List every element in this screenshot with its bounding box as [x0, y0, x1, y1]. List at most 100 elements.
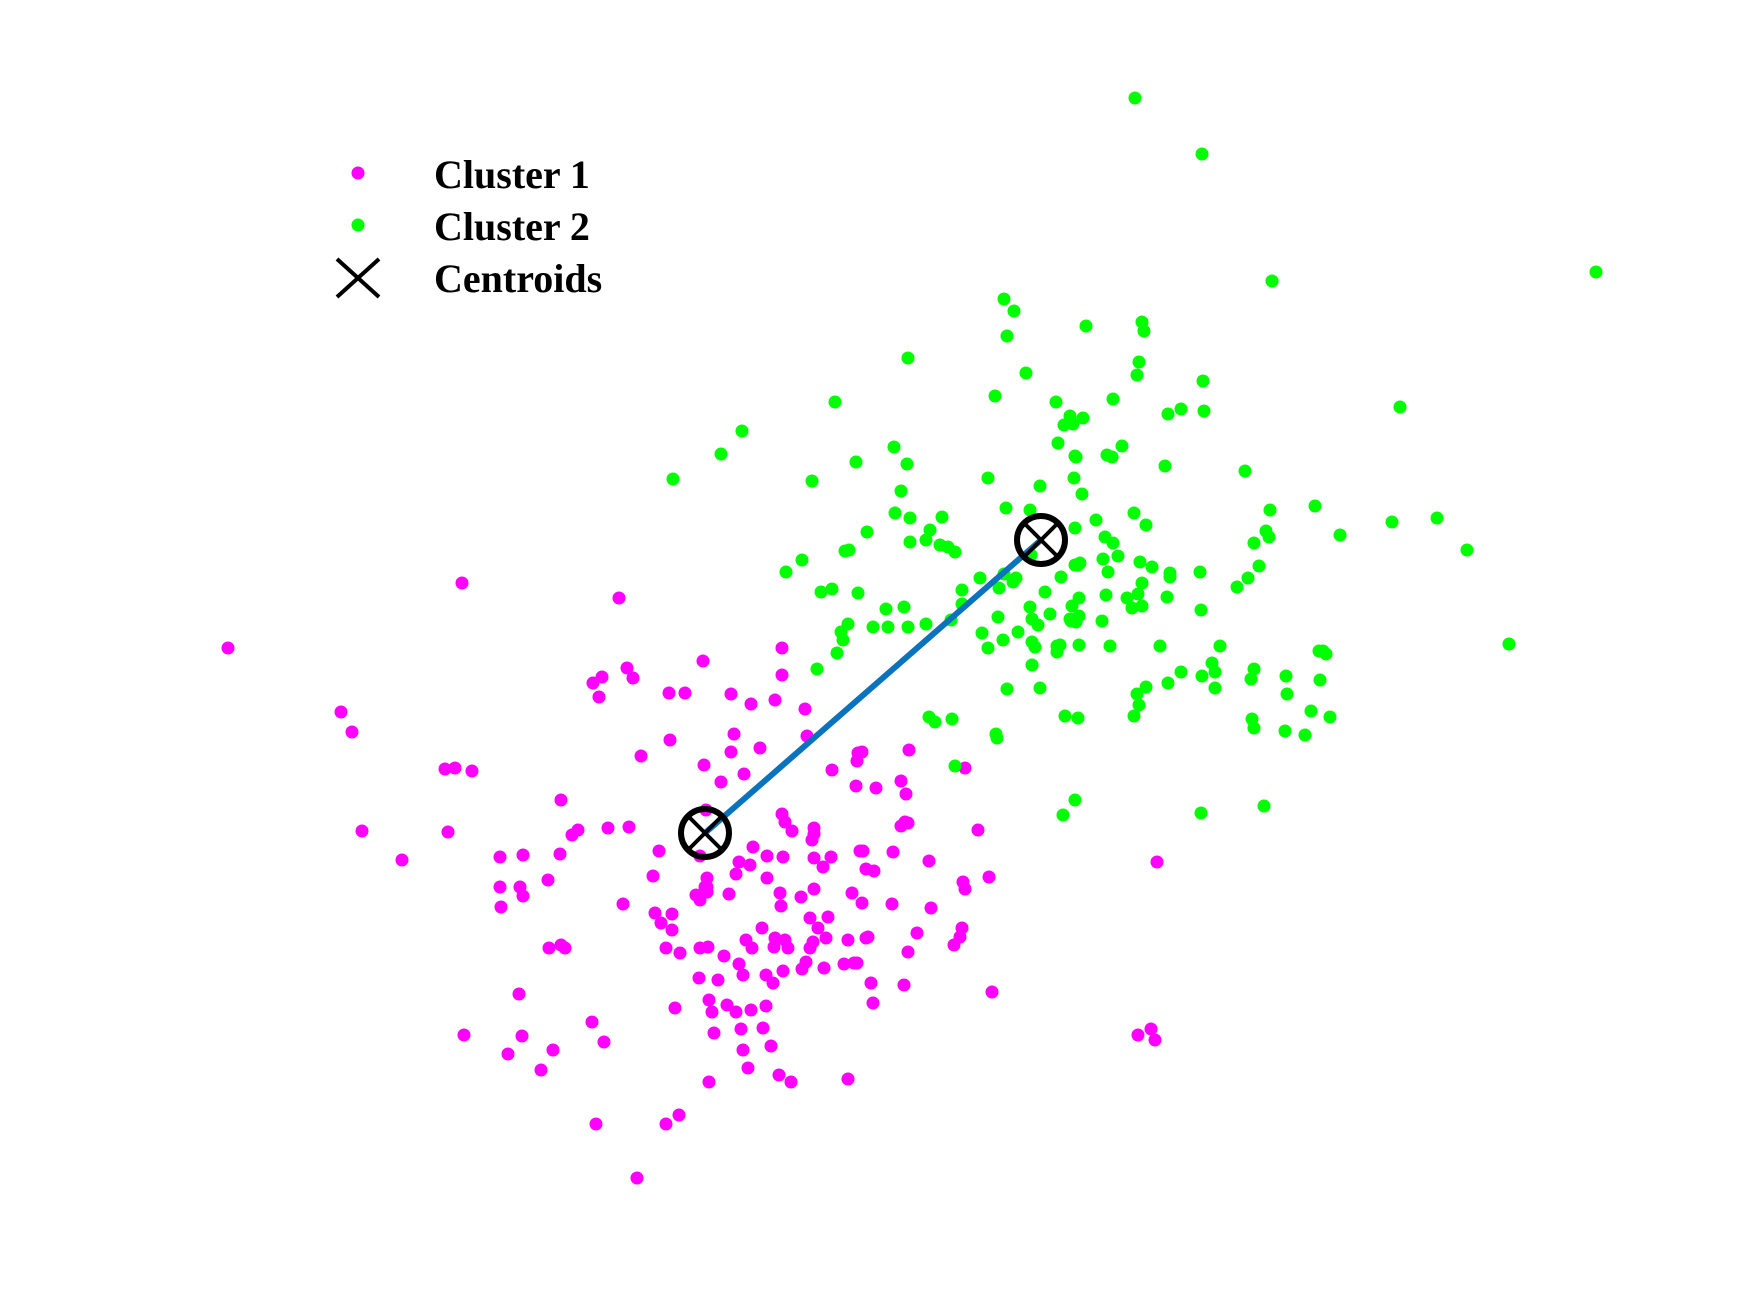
cluster-2-point — [1095, 614, 1109, 628]
cluster-1-point — [821, 910, 835, 924]
cluster-1-point — [622, 820, 636, 834]
cluster-1-point — [727, 727, 741, 741]
cluster-1-point — [612, 591, 626, 605]
cluster-1-point — [542, 941, 556, 955]
cluster-2-point — [1174, 402, 1188, 416]
cluster-2-point — [1278, 724, 1292, 738]
cluster-1-point — [807, 882, 821, 896]
cluster-1-point — [849, 779, 863, 793]
cluster-2-point — [1076, 411, 1090, 425]
cluster-1-point — [711, 973, 725, 987]
cluster-1-point — [724, 687, 738, 701]
cluster-2-point — [996, 633, 1010, 647]
cluster-2-point — [894, 484, 908, 498]
cluster-2-point — [1067, 471, 1081, 485]
cluster-2-point — [1033, 479, 1047, 493]
cluster-1-point — [501, 1047, 515, 1061]
cluster-1-point — [1144, 1022, 1158, 1036]
cluster-2-point — [825, 582, 839, 596]
centroid-ring — [678, 806, 732, 860]
cluster-2-point — [1194, 603, 1208, 617]
cluster-1-point — [585, 1015, 599, 1029]
cluster-1-point — [744, 697, 758, 711]
cluster-2-point — [1161, 407, 1175, 421]
cluster-2-point — [1100, 448, 1114, 462]
cluster-1-point — [698, 880, 712, 894]
cluster-1-point — [745, 941, 759, 955]
cluster-2-point — [795, 553, 809, 567]
cluster-2-point — [1393, 400, 1407, 414]
cluster-2-point — [851, 586, 865, 600]
cluster-1-point — [816, 860, 830, 874]
cluster-2-point — [1265, 274, 1279, 288]
cluster-1-point — [705, 1005, 719, 1019]
cluster-1-point — [785, 824, 799, 838]
cluster-1-point — [955, 921, 969, 935]
cluster-2-point — [1120, 591, 1134, 605]
cluster-1-point — [601, 821, 615, 835]
cluster-2-point — [988, 389, 1002, 403]
cluster-2-point — [990, 731, 1004, 745]
cluster-1-point — [766, 976, 780, 990]
cluster-2-point — [928, 715, 942, 729]
cluster-1-point — [866, 996, 880, 1010]
cluster-1-point — [673, 946, 687, 960]
cluster-1-point — [784, 1075, 798, 1089]
cluster-2-point — [1131, 587, 1145, 601]
cluster-2-point — [1089, 513, 1103, 527]
cluster-1-point — [753, 741, 767, 755]
cluster-2-point — [1009, 571, 1023, 585]
cluster-2-point — [992, 581, 1006, 595]
cluster-1-point — [668, 1001, 682, 1015]
cluster-2-point — [1252, 559, 1266, 573]
cluster-1-point — [515, 1029, 529, 1043]
cluster-2-point — [1054, 570, 1068, 584]
cluster-2-point — [1079, 319, 1093, 333]
cluster-2-point — [1068, 521, 1082, 535]
cluster-1-point — [736, 968, 750, 982]
cluster-2-point — [919, 533, 933, 547]
cluster-2-point — [1069, 450, 1083, 464]
cluster-1-point — [221, 641, 235, 655]
legend-label-cluster-2: Cluster 2 — [434, 204, 590, 249]
cluster-2-point — [1247, 536, 1261, 550]
cluster-1-point — [620, 661, 634, 675]
cluster-2-point — [900, 457, 914, 471]
legend-label-centroids: Centroids — [434, 256, 602, 301]
cluster-1-point — [595, 670, 609, 684]
cluster-1-point — [554, 938, 568, 952]
cluster-2-point — [1106, 392, 1120, 406]
cluster-1-point — [724, 745, 738, 759]
cluster-2-point — [1023, 600, 1037, 614]
cluster-1-point — [438, 762, 452, 776]
cluster-2-point — [1241, 571, 1255, 585]
cluster-2-point — [1139, 518, 1153, 532]
cluster-2-point — [975, 626, 989, 640]
cluster-1-point — [334, 705, 348, 719]
centroid-cross — [687, 815, 723, 851]
cluster-2-point — [1589, 265, 1603, 279]
cluster-1-point — [512, 987, 526, 1001]
cluster-1-point — [971, 823, 985, 837]
cluster-2-point — [1069, 615, 1083, 629]
cluster-1-point — [441, 825, 455, 839]
cluster-1-point — [626, 671, 640, 685]
cluster-2-point — [1247, 721, 1261, 735]
cluster-1-point — [798, 702, 812, 716]
cluster-1-point — [597, 1035, 611, 1049]
cluster-1-point — [901, 945, 915, 959]
cluster-2-point — [1280, 687, 1294, 701]
cluster-2-point — [735, 424, 749, 438]
cluster-2-point — [1007, 304, 1021, 318]
centroid-ring — [1014, 513, 1068, 567]
cluster-2-point — [866, 620, 880, 634]
cluster-2-point — [1323, 710, 1337, 724]
cluster-2-point — [1127, 506, 1141, 520]
cluster-2-point — [1132, 355, 1146, 369]
cluster-1-point — [746, 840, 760, 854]
cluster-1-point — [732, 957, 746, 971]
cluster-1-point — [803, 911, 817, 925]
cluster-2-point — [1194, 806, 1208, 820]
cluster-1-point — [841, 1072, 855, 1086]
cluster-2-point — [1000, 682, 1014, 696]
